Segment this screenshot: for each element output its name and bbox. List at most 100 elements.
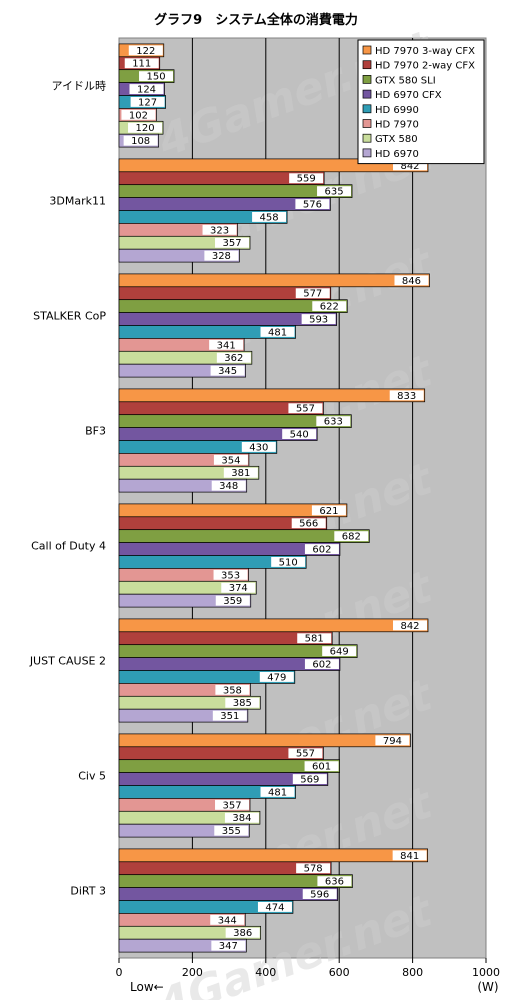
x-tick-label: 0 [116, 966, 123, 979]
value-label: 353 [221, 570, 240, 581]
value-label: 578 [304, 864, 323, 875]
value-label: 122 [136, 46, 155, 57]
value-label-bg [297, 633, 332, 644]
category-label: DiRT 3 [70, 885, 106, 898]
value-label-bg [124, 58, 159, 69]
value-label-bg [128, 45, 163, 56]
value-label: 351 [220, 711, 239, 722]
value-label: 481 [268, 787, 287, 798]
value-label: 102 [129, 110, 148, 121]
value-label: 842 [400, 161, 419, 172]
bar [118, 529, 370, 543]
value-label: 341 [217, 340, 236, 351]
value-label: 474 [265, 902, 284, 913]
category-label: アイドル時 [52, 80, 106, 93]
legend-label: HD 7970 3-way CFX [375, 46, 475, 57]
value-label: 636 [325, 877, 344, 888]
bar [118, 848, 428, 863]
value-label-bg [260, 787, 295, 797]
value-label: 559 [297, 174, 316, 185]
value-label: 682 [342, 532, 361, 543]
value-label: 345 [218, 366, 237, 377]
legend-swatch [362, 75, 372, 84]
value-label: 323 [210, 225, 229, 236]
value-label-bg [392, 850, 427, 861]
value-label: 557 [296, 749, 315, 760]
value-label-bg [334, 531, 369, 542]
value-label: 510 [279, 557, 298, 568]
value-label-bg [128, 122, 163, 133]
bar [118, 733, 411, 748]
value-label: 347 [219, 941, 238, 952]
value-label-bg [225, 697, 260, 708]
bar [118, 618, 429, 633]
bar [118, 388, 426, 403]
value-label-bg [322, 646, 357, 657]
value-label-bg [394, 275, 429, 286]
value-label: 124 [137, 85, 156, 96]
legend-label: HD 7970 2-way CFX [375, 61, 475, 72]
legend-swatch [362, 104, 372, 114]
value-label: 328 [212, 251, 231, 262]
legend-swatch [362, 133, 372, 143]
value-label: 355 [222, 826, 241, 837]
value-label-bg [211, 940, 246, 951]
value-label: 649 [330, 647, 349, 658]
value-label-bg [375, 735, 410, 746]
value-label-bg [295, 199, 330, 209]
value-label: 621 [319, 506, 338, 517]
value-label: 581 [305, 634, 324, 645]
x-tick-label: 800 [402, 966, 423, 979]
x-axis: 0 200 400 600 800 1000 [116, 958, 500, 979]
legend-box [357, 39, 485, 165]
value-label-bg [311, 505, 346, 516]
value-label: 481 [268, 327, 287, 338]
value-label: 833 [397, 391, 416, 402]
value-label-bg [316, 416, 351, 427]
value-label: 108 [131, 136, 150, 147]
x-tick-label: 600 [329, 966, 350, 979]
value-label-bg [213, 454, 248, 465]
legend-swatch [362, 148, 372, 158]
value-label-bg [210, 914, 245, 925]
value-label: 374 [229, 583, 248, 594]
value-label-bg [295, 288, 330, 299]
value-label-bg [211, 480, 246, 491]
value-label-bg [288, 748, 323, 759]
category-label: 3DMark11 [49, 195, 106, 208]
value-label-bg [259, 672, 294, 682]
value-label: 479 [267, 672, 286, 683]
value-label-bg [204, 250, 239, 261]
legend-swatch [362, 45, 372, 55]
value-label-bg [130, 97, 165, 107]
category-label: Civ 5 [78, 770, 106, 783]
value-label: 354 [221, 455, 240, 466]
value-label: 127 [138, 97, 157, 108]
value-label: 566 [299, 519, 318, 530]
bar [118, 874, 353, 888]
value-label-bg [215, 237, 250, 248]
legend: HD 7970 3-way CFX HD 7970 2-way CFX GTX 58… [357, 39, 485, 165]
x-axis-low-label: Low← [130, 980, 164, 994]
value-label: 386 [233, 928, 252, 939]
bar [118, 273, 430, 288]
legend-label: GTX 580 [375, 134, 418, 145]
value-label: 601 [312, 762, 331, 773]
value-label-bg [260, 327, 295, 337]
value-label-bg [224, 812, 259, 823]
value-label-bg [389, 390, 424, 401]
value-label: 430 [249, 442, 268, 453]
value-label: 622 [320, 302, 339, 313]
value-label: 569 [300, 775, 319, 786]
value-label-bg [210, 365, 245, 376]
value-label-bg [304, 544, 339, 554]
bar [118, 644, 358, 658]
value-label: 841 [400, 851, 419, 862]
value-label: 111 [132, 59, 151, 70]
value-label: 557 [296, 404, 315, 415]
value-label: 357 [222, 800, 241, 811]
value-label-bg [304, 761, 339, 772]
value-label-bg [317, 186, 352, 197]
x-axis-unit-label: (W) [477, 980, 498, 994]
